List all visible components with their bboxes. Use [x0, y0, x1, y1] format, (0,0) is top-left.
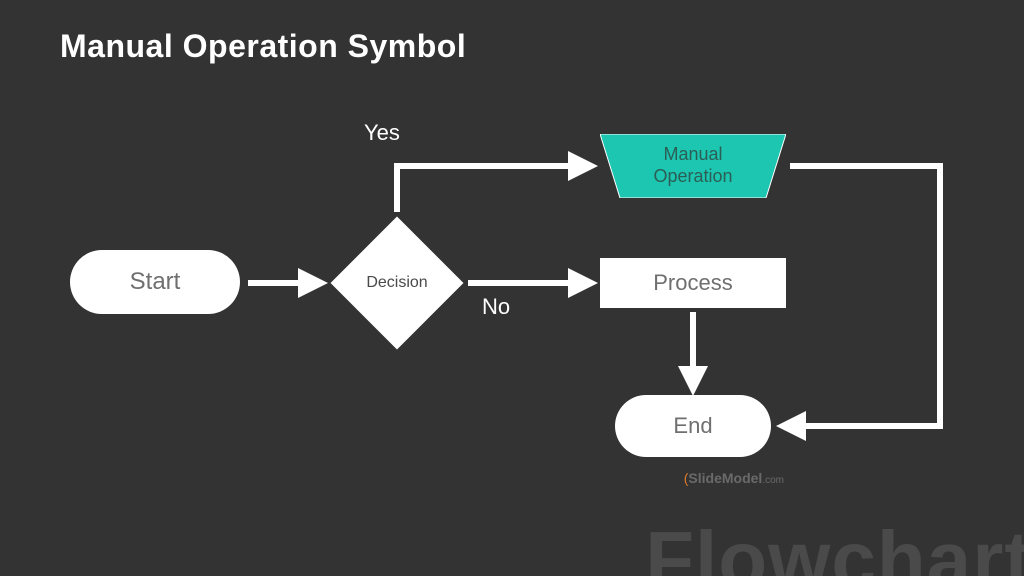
- node-manual-label: Manual Operation: [600, 134, 786, 198]
- slidemodel-badge: (SlideModel.com: [684, 470, 784, 486]
- node-manual-operation: Manual Operation: [600, 134, 786, 198]
- slide-stage: Manual Operation Symbol Start Decision M…: [0, 0, 1024, 576]
- branch-label-yes: Yes: [364, 120, 400, 146]
- node-process-label: Process: [653, 270, 732, 296]
- node-start-label: Start: [130, 268, 181, 296]
- watermark-text: Flowchart: [645, 514, 1024, 576]
- node-start: Start: [70, 250, 240, 314]
- node-decision: Decision: [330, 216, 464, 350]
- branch-label-no: No: [482, 294, 510, 320]
- edge-decision-manual: [397, 166, 586, 212]
- slide-title: Manual Operation Symbol: [60, 28, 466, 65]
- node-process: Process: [600, 258, 786, 308]
- node-decision-label: Decision: [330, 216, 464, 350]
- edge-manual-end: [788, 166, 940, 426]
- node-end: End: [615, 395, 771, 457]
- node-end-label: End: [673, 413, 712, 439]
